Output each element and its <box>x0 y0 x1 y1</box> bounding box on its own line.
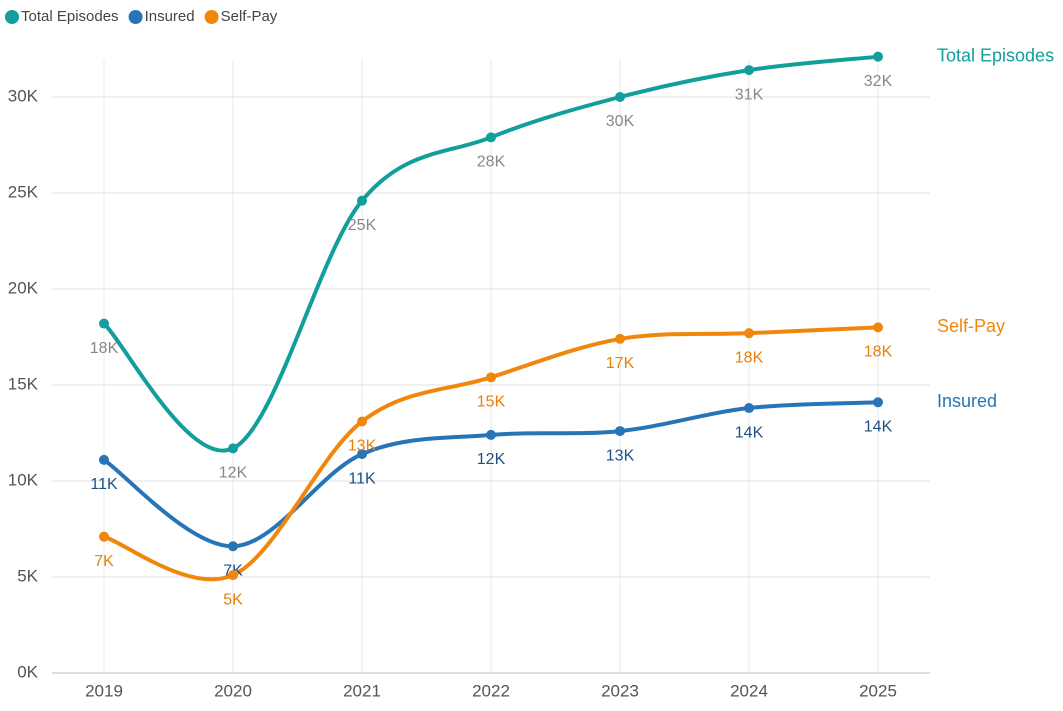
data-label: 13K <box>348 438 377 455</box>
data-point <box>357 449 367 460</box>
legend-marker <box>204 10 219 24</box>
data-label: 12K <box>219 465 248 482</box>
data-label: 18K <box>90 340 119 357</box>
legend-label: Insured <box>145 8 195 25</box>
data-point <box>873 51 883 62</box>
data-label: 32K <box>864 73 893 90</box>
data-label: 14K <box>864 418 893 435</box>
data-point <box>228 443 238 454</box>
y-tick-label: 10K <box>8 470 39 489</box>
y-tick-label: 25K <box>8 182 39 201</box>
data-point <box>873 322 883 333</box>
data-label: 13K <box>606 447 635 464</box>
x-tick-label: 2022 <box>472 681 510 700</box>
data-label: 14K <box>735 424 764 441</box>
data-point <box>99 318 109 329</box>
data-point <box>615 333 625 344</box>
data-point <box>357 416 367 427</box>
x-tick-label: 2024 <box>730 681 768 700</box>
legend-marker <box>5 10 19 24</box>
data-label: 18K <box>735 349 764 366</box>
legend-label: Self-Pay <box>221 8 278 25</box>
x-tick-label: 2021 <box>343 681 381 700</box>
data-point <box>615 92 625 102</box>
series-end-label: Self-Pay <box>937 316 1005 336</box>
y-tick-label: 15K <box>8 374 39 393</box>
data-point <box>228 570 238 581</box>
data-point <box>486 372 496 383</box>
y-tick-label: 30K <box>8 86 39 105</box>
legend-label: Total Episodes <box>21 8 119 25</box>
data-label: 31K <box>735 86 764 103</box>
data-point <box>744 403 754 414</box>
data-label: 15K <box>477 394 506 411</box>
x-tick-label: 2020 <box>214 681 252 700</box>
data-point <box>744 328 754 339</box>
data-label: 11K <box>90 476 118 493</box>
x-tick-label: 2019 <box>85 681 123 700</box>
data-point <box>99 454 109 465</box>
y-tick-label: 5K <box>17 566 38 585</box>
data-label: 18K <box>864 344 893 361</box>
data-label: 25K <box>348 217 377 234</box>
x-tick-label: 2025 <box>859 681 897 700</box>
y-tick-label: 20K <box>8 278 39 297</box>
series-end-label: Insured <box>937 391 997 411</box>
data-point <box>486 429 496 440</box>
data-point <box>228 541 238 552</box>
data-label: 12K <box>477 451 506 468</box>
data-point <box>744 65 754 76</box>
data-label: 30K <box>606 113 635 130</box>
data-label: 5K <box>223 591 243 608</box>
data-point <box>486 132 496 143</box>
data-point <box>615 426 625 437</box>
data-label: 7K <box>94 553 114 570</box>
data-point <box>99 531 109 542</box>
data-label: 17K <box>606 355 635 372</box>
legend-marker <box>128 10 143 24</box>
data-point <box>873 397 883 408</box>
data-label: 11K <box>348 470 376 487</box>
data-label: 28K <box>477 154 506 171</box>
y-tick-label: 0K <box>17 662 38 681</box>
data-point <box>357 195 367 206</box>
x-tick-label: 2023 <box>601 681 639 700</box>
series-end-label: Total Episodes <box>937 45 1054 65</box>
